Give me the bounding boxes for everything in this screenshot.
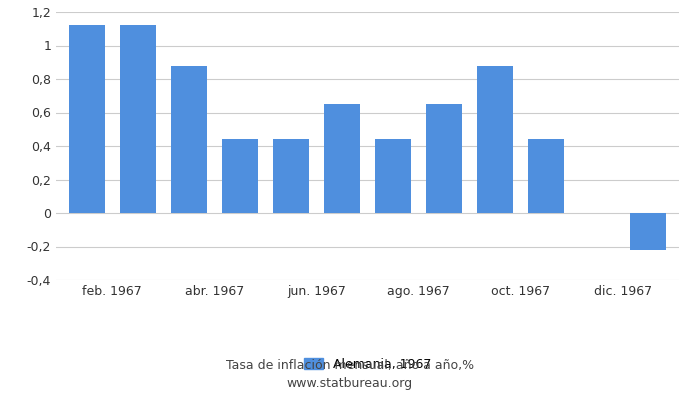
Legend: Alemania, 1967: Alemania, 1967 (299, 352, 436, 376)
Bar (120, 25, 155, 213)
Bar (477, 66, 513, 213)
Text: www.statbureau.org: www.statbureau.org (287, 377, 413, 390)
Bar (69, 25, 104, 213)
Text: Tasa de inflación mensual, año a año,%: Tasa de inflación mensual, año a año,% (226, 360, 474, 372)
Bar (324, 104, 360, 213)
Bar (375, 139, 411, 213)
Bar (528, 139, 564, 213)
Bar (426, 104, 462, 213)
Bar (631, 213, 666, 250)
Bar (171, 66, 206, 213)
Bar (222, 139, 258, 213)
Bar (273, 139, 309, 213)
